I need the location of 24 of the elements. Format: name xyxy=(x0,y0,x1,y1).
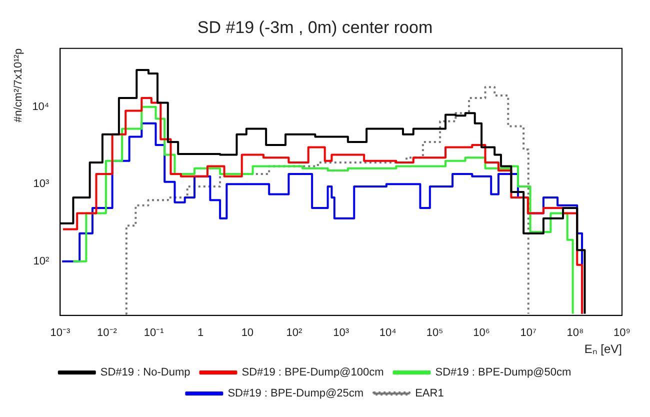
x-tick-label: 10⁵ xyxy=(426,327,444,340)
x-tick-label: 10⁸ xyxy=(566,327,584,340)
x-tick-label: 10² xyxy=(286,327,303,340)
legend-label: SD#19 : No-Dump xyxy=(100,366,190,379)
x-tick-label: 10⁻³ xyxy=(50,327,70,340)
x-tick-label: 10⁷ xyxy=(520,327,536,340)
x-tick-label: 10 xyxy=(241,327,254,340)
y-tick-label: 10⁴ xyxy=(32,100,50,113)
legend-label: SD#19 : BPE-Dump@50cm xyxy=(435,366,572,379)
y-tick-label: 10² xyxy=(33,255,50,268)
x-tick-label: 10³ xyxy=(333,327,350,340)
x-tick-label: 10⁻¹ xyxy=(144,327,164,340)
x-axis-title: Eₙ [eV] xyxy=(584,342,622,356)
y-axis-title: #n/cm²/7x10¹²p xyxy=(12,48,25,122)
x-tick-label: 10⁶ xyxy=(473,327,490,340)
legend-label: SD#19 : BPE-Dump@100cm xyxy=(242,366,384,379)
legend-label: EAR1 xyxy=(415,388,444,400)
x-tick-label: 1 xyxy=(198,327,204,340)
y-tick-label: 10³ xyxy=(33,178,50,190)
legend-label: SD#19 : BPE-Dump@25cm xyxy=(228,388,364,400)
x-tick-label: 10⁻² xyxy=(97,327,118,340)
chart-title: SD #19 (-3m , 0m) center room xyxy=(197,18,433,37)
x-tick-label: 10⁹ xyxy=(614,327,630,340)
x-tick-label: 10⁴ xyxy=(379,327,397,340)
